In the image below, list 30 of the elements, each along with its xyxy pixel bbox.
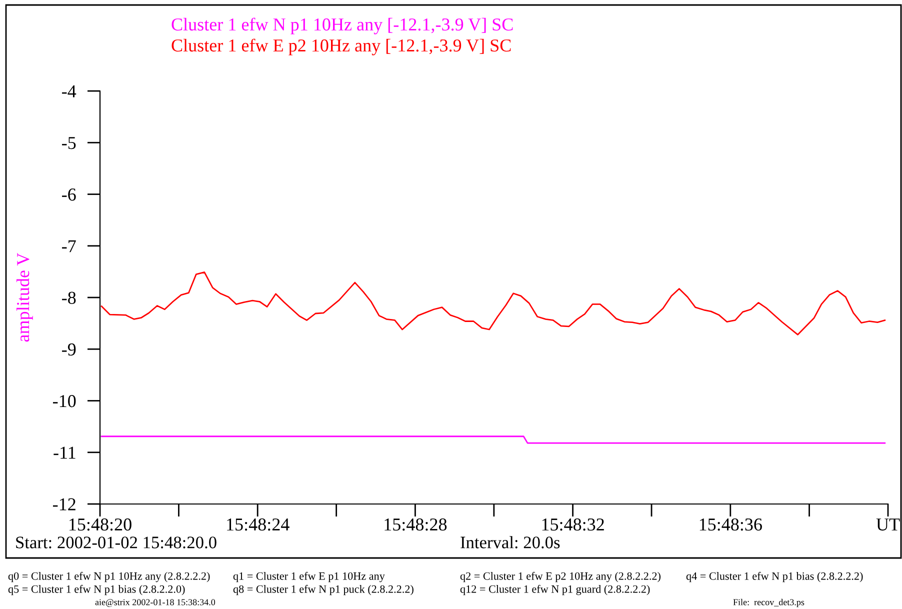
- y-tick-label: -4: [62, 85, 76, 98]
- x-tick-label: 15:48:28: [384, 518, 447, 531]
- text: q4 = Cluster 1 efw N p1 bias (2.8.2.2.2): [686, 572, 863, 582]
- text: q2 = Cluster 1 efw E p2 10Hz any (2.8.2.2.2): [460, 572, 660, 582]
- text: q12 = Cluster 1 efw N p1 guard (2.8.2.2.2): [460, 584, 650, 596]
- x-tick-label: UT: [876, 518, 900, 531]
- y-tick-label: -12: [52, 498, 76, 510]
- text: q5 = Cluster 1 efw N p1 bias (2.8.2.2.0): [8, 584, 185, 596]
- x-tick-label: 15:48:32: [542, 518, 604, 531]
- y-tick-label: -7: [62, 240, 76, 252]
- y-tick-label: -10: [52, 395, 76, 408]
- y-tick-label: -6: [62, 188, 76, 201]
- text: q8 = Cluster 1 efw N p1 puck (2.8.2.2.2): [233, 584, 414, 596]
- y-tick-label: -11: [54, 446, 76, 459]
- text: aie@strix 2002-01-18 15:38:34.0: [95, 599, 216, 607]
- text: Interval: 20.0s: [460, 536, 560, 548]
- text: Cluster 1 efw E p2 10Hz any [-12.1,-3.9 V] SC: [172, 38, 511, 56]
- text: q0 = Cluster 1 efw N p1 10Hz any (2.8.2.2.2): [8, 572, 210, 582]
- y-tick-label: -5: [62, 137, 76, 150]
- text: Cluster 1 efw N p1 10Hz any [-12.1,-3.9 V] SC: [172, 18, 513, 34]
- text: Start: 2002-01-02 15:48:20.0: [16, 536, 216, 548]
- x-tick-label: 15:48:36: [700, 518, 762, 531]
- y-axis-title: amplitude V: [16, 252, 33, 342]
- y-tick-label: -8: [62, 292, 76, 304]
- y-tick-label: -9: [62, 343, 76, 356]
- x-tick-label: 15:48:20: [69, 518, 132, 531]
- text: q1 = Cluster 1 efw E p1 10Hz any: [233, 572, 385, 582]
- text: File: recov_det3.ps: [733, 598, 804, 608]
- line-series: [100, 272, 886, 336]
- x-tick-label: 15:48:24: [227, 518, 290, 531]
